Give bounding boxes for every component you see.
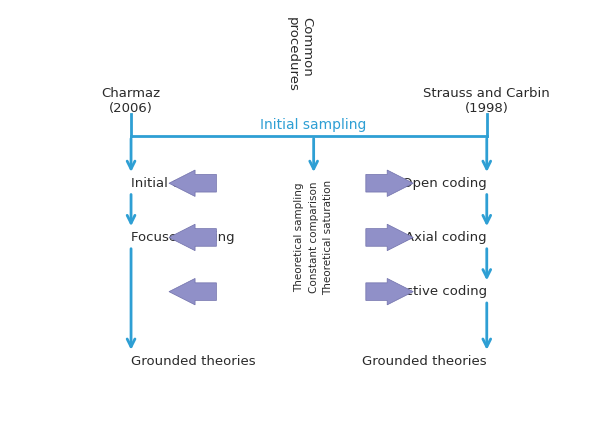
FancyArrow shape	[169, 170, 217, 196]
Text: Grounded theories: Grounded theories	[131, 355, 256, 367]
FancyArrow shape	[366, 224, 413, 251]
Text: Axial coding: Axial coding	[405, 231, 487, 244]
FancyArrow shape	[366, 279, 413, 305]
Text: Theoretical sampling
Constant comparison
Theoretical saturation: Theoretical sampling Constant comparison…	[294, 180, 334, 295]
FancyArrow shape	[169, 224, 217, 251]
Text: Initial sampling: Initial sampling	[261, 118, 367, 132]
FancyArrow shape	[366, 170, 413, 196]
Text: Charmaz
(2006): Charmaz (2006)	[102, 87, 160, 115]
FancyArrow shape	[169, 279, 217, 305]
Text: Selective coding: Selective coding	[376, 285, 487, 298]
Text: Initial coding: Initial coding	[131, 177, 217, 190]
Text: Grounded theories: Grounded theories	[362, 355, 487, 367]
Text: Common
procedures: Common procedures	[286, 17, 314, 92]
Text: Focused coding: Focused coding	[131, 231, 234, 244]
Text: Open coding: Open coding	[402, 177, 487, 190]
Text: Strauss and Carbin
(1998): Strauss and Carbin (1998)	[424, 87, 550, 115]
